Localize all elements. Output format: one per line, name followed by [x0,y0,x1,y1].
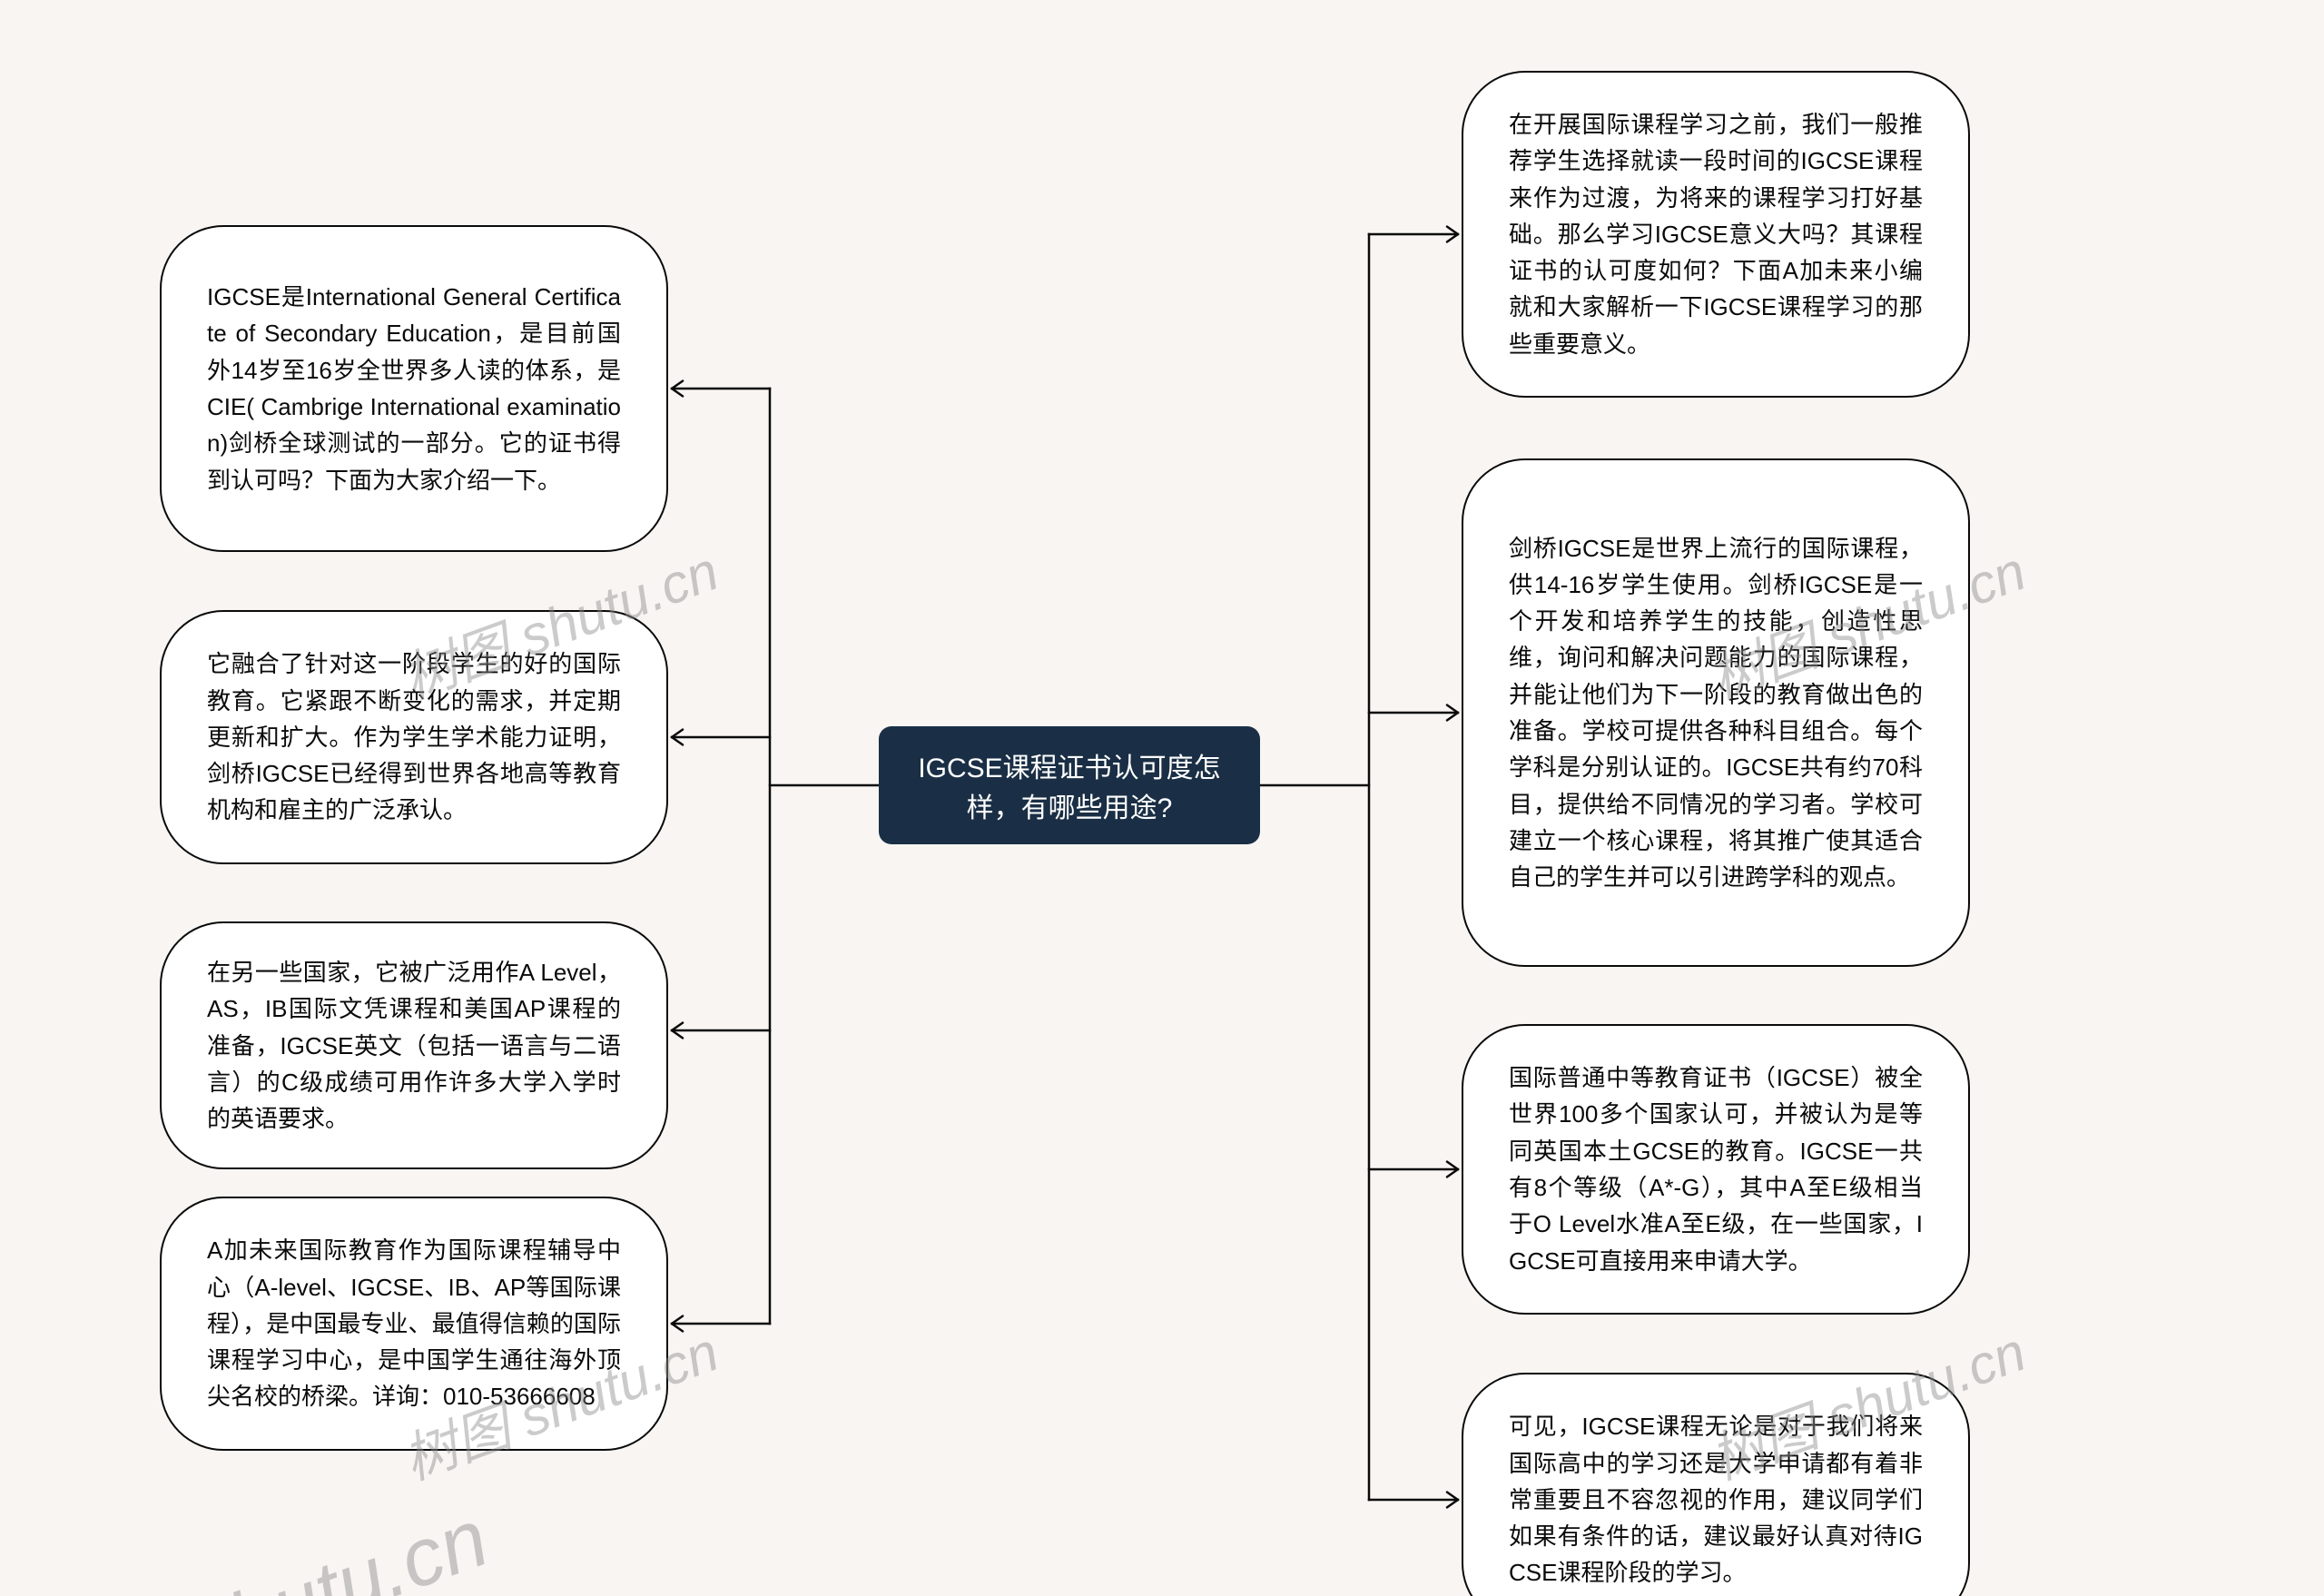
center-node: IGCSE课程证书认可度怎样，有哪些用途? [879,726,1260,844]
center-node-text: IGCSE课程证书认可度怎样，有哪些用途? [904,745,1235,825]
leaf-left-4: A加未来国际教育作为国际课程辅导中心（A-level、IGCSE、IB、AP等国… [160,1197,668,1451]
leaf-text: 在开展国际课程学习之前，我们一般推荐学生选择就读一段时间的IGCSE课程来作为过… [1509,106,1923,362]
leaf-text: 剑桥IGCSE是世界上流行的国际课程，供14-16岁学生使用。剑桥IGCSE是一… [1509,530,1923,896]
leaf-left-1: IGCSE是International General Certificate … [160,225,668,552]
leaf-text: 在另一些国家，它被广泛用作A Level，AS，IB国际文凭课程和美国AP课程的… [207,954,621,1137]
leaf-right-1: 在开展国际课程学习之前，我们一般推荐学生选择就读一段时间的IGCSE课程来作为过… [1462,71,1970,398]
leaf-text: 国际普通中等教育证书（IGCSE）被全世界100多个国家认可，并被认为是等同英国… [1509,1059,1923,1279]
leaf-text: 它融合了针对这一阶段学生的好的国际教育。它紧跟不断变化的需求，并定期更新和扩大。… [207,645,621,828]
leaf-text: 可见，IGCSE课程无论是对于我们将来国际高中的学习还是大学申请都有着非常重要且… [1509,1408,1923,1591]
leaf-left-2: 它融合了针对这一阶段学生的好的国际教育。它紧跟不断变化的需求，并定期更新和扩大。… [160,610,668,864]
leaf-right-3: 国际普通中等教育证书（IGCSE）被全世界100多个国家认可，并被认为是等同英国… [1462,1024,1970,1315]
leaf-text: A加未来国际教育作为国际课程辅导中心（A-level、IGCSE、IB、AP等国… [207,1232,621,1414]
leaf-text: IGCSE是International General Certificate … [207,279,621,498]
leaf-left-3: 在另一些国家，它被广泛用作A Level，AS，IB国际文凭课程和美国AP课程的… [160,921,668,1169]
leaf-right-2: 剑桥IGCSE是世界上流行的国际课程，供14-16岁学生使用。剑桥IGCSE是一… [1462,458,1970,967]
leaf-right-4: 可见，IGCSE课程无论是对于我们将来国际高中的学习还是大学申请都有着非常重要且… [1462,1373,1970,1596]
mindmap-canvas: IGCSE课程证书认可度怎样，有哪些用途? IGCSE是Internationa… [0,0,2324,1596]
